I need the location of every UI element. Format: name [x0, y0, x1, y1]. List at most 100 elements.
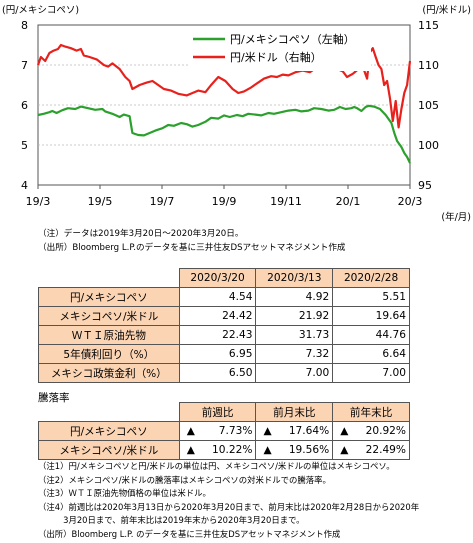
- row-label: メキシコペソ/米ドル: [38, 306, 180, 326]
- row-label: メキシコペソ/米ドル: [38, 440, 180, 460]
- series-line-1: [37, 104, 411, 164]
- change-value: 20.92%: [365, 425, 406, 437]
- change-value: 17.64%: [288, 425, 330, 437]
- change-cell: ▲ 10.22%: [178, 440, 257, 460]
- column-header: 前年末比: [332, 402, 410, 422]
- x-tick-label: 19/7: [150, 195, 175, 208]
- table-cell: 22.43: [178, 325, 257, 345]
- change-cell: ▲ 17.64%: [255, 421, 334, 441]
- legend-background: [188, 31, 371, 71]
- x-tick-label: 20/3: [398, 195, 423, 208]
- table-cell: 4.92: [255, 287, 334, 307]
- table-cell: 19.64: [332, 306, 410, 326]
- row-label: 円/メキシコペソ: [38, 421, 180, 441]
- gridlines: [38, 64, 410, 146]
- table-row: 5年債利回り（%） 6.95 7.32 6.64: [38, 344, 410, 364]
- footnote-line: （出所）Bloomberg L.P. のデータを基に三井住友DSアセットマネジメ…: [38, 528, 341, 539]
- row-label: 5年債利回り（%）: [38, 344, 180, 364]
- table-cell: 6.64: [332, 344, 410, 364]
- footnote-line: （注1）円/メキシコペソと円/米ドルの単位は円、メキシコペソ/米ドルの単位はメキ…: [38, 461, 395, 471]
- decline-marker: ▲: [263, 444, 272, 456]
- table-cell: 7.32: [255, 344, 334, 364]
- table-cell: 6.50: [178, 363, 257, 383]
- table-cell: 7.00: [332, 363, 410, 383]
- right-tick-label: 105: [418, 99, 439, 112]
- row-label: ＷＴＩ原油先物: [38, 325, 180, 345]
- series-group: [36, 43, 412, 164]
- table-header-row: 前週比 前月末比 前年末比: [39, 402, 410, 422]
- change-value: 19.56%: [288, 444, 330, 456]
- table-cell: 4.54: [178, 287, 257, 307]
- table-row: メキシコペソ/米ドル ▲ 10.22% ▲ 19.56% ▲ 22.49%: [38, 440, 410, 460]
- market-data-table: 2020/3/20 2020/3/13 2020/2/28 円/メキシコペソ 4.54 4…: [38, 268, 410, 383]
- legend-label: 円/米ドル（右軸）: [230, 50, 322, 64]
- x-tick-label: 19/9: [212, 195, 237, 208]
- change-value: 22.49%: [365, 444, 406, 456]
- chart-source: （出所）Bloomberg L.P.のデータを基に三井住友DSアセットマネジメン…: [38, 243, 346, 253]
- decline-marker: ▲: [340, 425, 349, 437]
- footnote-line: （注3）ＷＴＩ原油先物価格の単位は米ドル。: [38, 488, 211, 498]
- x-axis-unit: (年/月): [441, 211, 471, 223]
- table-cell: 6.95: [178, 344, 257, 364]
- change-cell: ▲ 20.92%: [332, 421, 410, 441]
- table-row: メキシコペソ/米ドル 24.42 21.92 19.64: [38, 306, 410, 326]
- right-axis-ticks: 95 100 105 110 115: [418, 19, 439, 192]
- right-axis-title: (円/米ドル): [422, 4, 471, 16]
- column-header: 前週比: [178, 402, 257, 422]
- row-label: 円/メキシコペソ: [38, 287, 180, 307]
- left-tick-label: 4: [21, 179, 28, 192]
- table-row: 円/メキシコペソ ▲ 7.73% ▲ 17.64% ▲ 20.92%: [38, 421, 410, 441]
- decline-marker: ▲: [186, 444, 195, 456]
- change-rate-table-body: 前週比 前月末比 前年末比 円/メキシコペソ ▲ 7.73% ▲ 17.64% ▲ 20.92% メ…: [38, 402, 410, 460]
- column-header: 2020/3/13: [255, 268, 334, 288]
- column-header: 前月末比: [255, 402, 334, 422]
- legend-label: 円/メキシコペソ（左軸）: [230, 32, 355, 46]
- x-tick-label: 19/5: [88, 195, 113, 208]
- x-axis-ticks: 19/3 19/5 19/7 19/9 19/11 20/1 20/3: [26, 185, 423, 208]
- column-header: 2020/3/20: [178, 268, 257, 288]
- change-cell: ▲ 19.56%: [255, 440, 334, 460]
- footnote-line: （注4）前週比は2020年3月13日から2020年3月20日まで、前月末比は20…: [38, 501, 420, 512]
- x-tick-label: 19/11: [270, 195, 302, 208]
- market-data-table-body: 2020/3/20 2020/3/13 2020/2/28 円/メキシコペソ 4.54 4…: [38, 268, 410, 383]
- right-tick-label: 95: [418, 179, 432, 192]
- table-cell: 21.92: [255, 306, 334, 326]
- table-corner-cell: [39, 269, 180, 288]
- decline-marker: ▲: [263, 425, 272, 437]
- table-corner-cell: [39, 403, 180, 422]
- change-cell: ▲ 7.73%: [178, 421, 257, 441]
- row-label: メキシコ政策金利（%）: [38, 363, 180, 383]
- table-row: ＷＴＩ原油先物 22.43 31.73 44.76: [38, 325, 410, 345]
- left-tick-label: 5: [21, 139, 28, 152]
- right-tick-label: 110: [418, 59, 439, 72]
- decline-marker: ▲: [340, 444, 349, 456]
- table-cell: 7.00: [255, 363, 334, 383]
- decline-marker: ▲: [186, 425, 195, 437]
- change-value: 7.73%: [218, 425, 253, 437]
- left-axis-title: (円/メキシコペソ): [2, 5, 79, 16]
- table-row: 円/メキシコペソ 4.54 4.92 5.51: [38, 287, 410, 307]
- series-line-2: [36, 43, 412, 129]
- table-cell: 5.51: [332, 287, 410, 307]
- right-tick-label: 100: [418, 139, 439, 152]
- table-header-row: 2020/3/20 2020/3/13 2020/2/28: [39, 268, 410, 288]
- change-rate-table: 前週比 前月末比 前年末比 円/メキシコペソ ▲ 7.73% ▲ 17.64% ▲ 20.92% メ…: [38, 402, 410, 460]
- x-tick-label: 20/1: [336, 195, 361, 208]
- left-axis-ticks: 4 5 6 7 8: [21, 19, 28, 192]
- right-tick-label: 115: [418, 19, 439, 32]
- footnote-line: （注2）メキシコペソ/米ドルの騰落率はメキシコペソの対米ドルでの騰落率。: [38, 474, 331, 485]
- falls-title: 騰落率: [38, 392, 70, 404]
- x-tick-label: 19/3: [26, 195, 51, 208]
- change-cell: ▲ 22.49%: [332, 440, 410, 460]
- footnote-line: 3月20日まで、前年末比は2019年末から2020年3月20日まで。: [38, 515, 305, 525]
- left-tick-label: 6: [21, 99, 28, 112]
- left-tick-label: 7: [21, 59, 28, 72]
- column-header: 2020/2/28: [332, 268, 410, 288]
- table-cell: 44.76: [332, 325, 410, 345]
- table-cell: 31.73: [255, 325, 334, 345]
- chart-note: （注）データは2019年3月20日～2020年3月20日。: [38, 229, 244, 239]
- table-row: メキシコ政策金利（%） 6.50 7.00 7.00: [38, 363, 410, 383]
- table-cell: 24.42: [178, 306, 257, 326]
- left-tick-label: 8: [21, 19, 28, 32]
